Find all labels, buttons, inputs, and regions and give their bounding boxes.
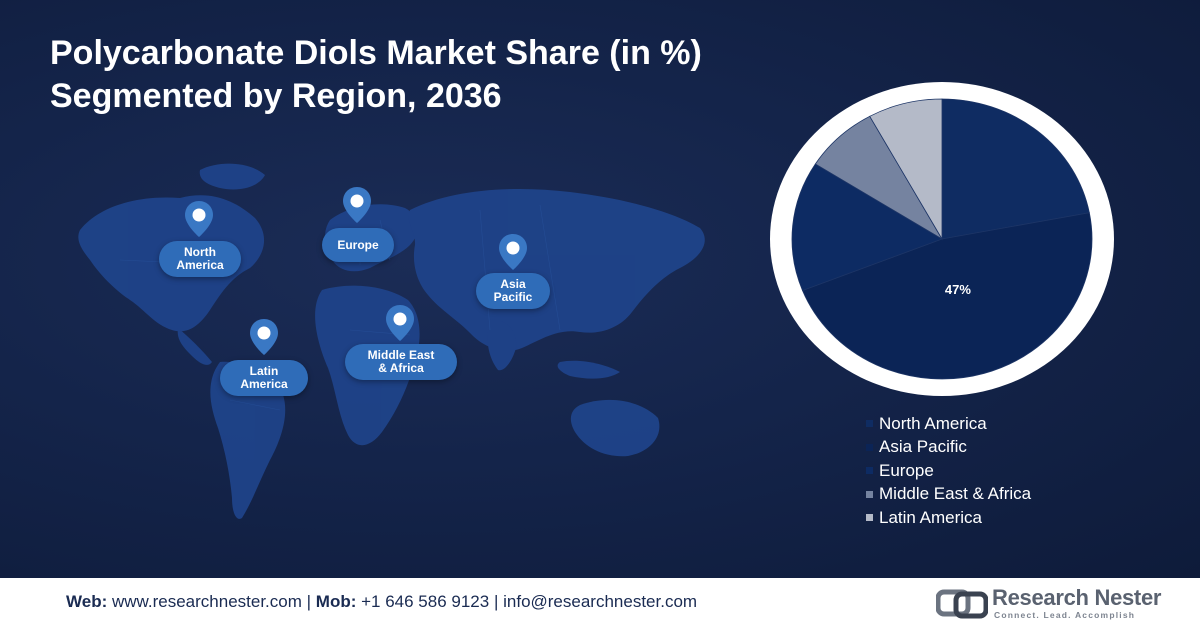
map-pin-icon bbox=[499, 234, 527, 270]
contact-line: Web: www.researchnester.com | Mob: +1 64… bbox=[66, 592, 697, 612]
pie-slice-north-america bbox=[941, 98, 1090, 240]
region-label-line: America bbox=[240, 377, 288, 391]
central-america-shape bbox=[177, 328, 212, 365]
title-line-1: Polycarbonate Diols Market Share (in %) bbox=[50, 34, 702, 72]
legend-label: North America bbox=[879, 413, 987, 433]
australia-shape bbox=[570, 399, 660, 457]
map-pin-icon bbox=[343, 187, 371, 223]
legend-item-north-america: North America bbox=[866, 412, 1031, 436]
greenland-shape bbox=[199, 163, 265, 190]
map-pin-icon bbox=[386, 305, 414, 341]
page-title: Polycarbonate Diols Market Share (in %) … bbox=[50, 32, 702, 118]
legend-item-asia-pacific: Asia Pacific bbox=[866, 436, 1031, 460]
region-label-line: North bbox=[184, 245, 216, 259]
border-line bbox=[539, 204, 561, 331]
pie-slice-asia-pacific bbox=[802, 212, 1093, 380]
pie-chart: 47% bbox=[770, 82, 1114, 396]
southeast-asia-shape bbox=[557, 360, 620, 379]
infographic-canvas: Polycarbonate Diols Market Share (in %) … bbox=[0, 0, 1200, 578]
region-label-line: Europe bbox=[337, 237, 379, 252]
legend-label: Latin America bbox=[879, 507, 982, 527]
legend-swatch bbox=[866, 490, 873, 498]
map-pin-icon bbox=[250, 319, 278, 355]
asia-shape bbox=[408, 189, 705, 351]
research-nester-logo: Research Nester Connect. Lead. Accomplis… bbox=[936, 584, 1161, 624]
logo-tagline: Connect. Lead. Accomplish bbox=[994, 610, 1136, 620]
border-line bbox=[229, 399, 281, 411]
pie-data-label: 47% bbox=[945, 282, 971, 297]
legend-label: Middle East & Africa bbox=[879, 484, 1032, 504]
pie-labels: 47% bbox=[945, 282, 971, 297]
map-pin-icon bbox=[185, 201, 213, 237]
legend-item-europe: Europe bbox=[866, 459, 1031, 483]
research-nester-logo-icon bbox=[936, 589, 988, 619]
pie-slice-europe bbox=[791, 163, 943, 292]
legend-swatch bbox=[866, 443, 873, 451]
footer: Web: www.researchnester.com | Mob: +1 64… bbox=[0, 578, 1200, 628]
phone-number[interactable]: +1 646 586 9123 bbox=[361, 592, 490, 611]
region-label-latin-america: Latin America bbox=[220, 360, 308, 396]
web-label: Web: bbox=[66, 592, 108, 611]
region-label-line: Asia bbox=[500, 277, 526, 291]
legend-swatch bbox=[866, 467, 873, 475]
pie-slice-latin-america bbox=[869, 98, 943, 241]
region-label-line: & Africa bbox=[378, 361, 424, 375]
border-line bbox=[479, 209, 491, 331]
legend-label: Europe bbox=[879, 460, 934, 480]
legend-swatch bbox=[866, 514, 873, 522]
mob-label: Mob: bbox=[315, 592, 357, 611]
region-label-line: Middle East bbox=[367, 348, 435, 362]
region-label-line: Pacific bbox=[493, 290, 533, 304]
web-link[interactable]: www.researchnester.com bbox=[111, 592, 302, 611]
legend-item-middle-east-africa: Middle East & Africa bbox=[866, 483, 1031, 507]
separator: | bbox=[306, 592, 312, 611]
south-america-shape bbox=[210, 361, 286, 519]
region-label-line: America bbox=[176, 258, 224, 272]
logo-name: Research Nester bbox=[992, 585, 1162, 610]
region-label-north-america: North America bbox=[159, 241, 241, 277]
region-label-line: Latin bbox=[249, 364, 279, 378]
legend-swatch bbox=[866, 420, 873, 428]
region-label-middle-east-africa: Middle East & Africa bbox=[345, 344, 457, 380]
pie-slices bbox=[791, 98, 1093, 380]
separator: | bbox=[493, 592, 499, 611]
india-shape bbox=[487, 319, 517, 371]
title-line-2: Segmented by Region, 2036 bbox=[50, 77, 502, 115]
legend-label: Asia Pacific bbox=[879, 437, 967, 457]
chart-legend: North America Asia Pacific Europe Middle… bbox=[866, 412, 1031, 530]
email-link[interactable]: info@researchnester.com bbox=[503, 592, 698, 611]
region-label-asia-pacific: Asia Pacific bbox=[476, 273, 550, 309]
region-label-europe: Europe bbox=[322, 228, 394, 262]
legend-item-latin-america: Latin America bbox=[866, 506, 1031, 530]
